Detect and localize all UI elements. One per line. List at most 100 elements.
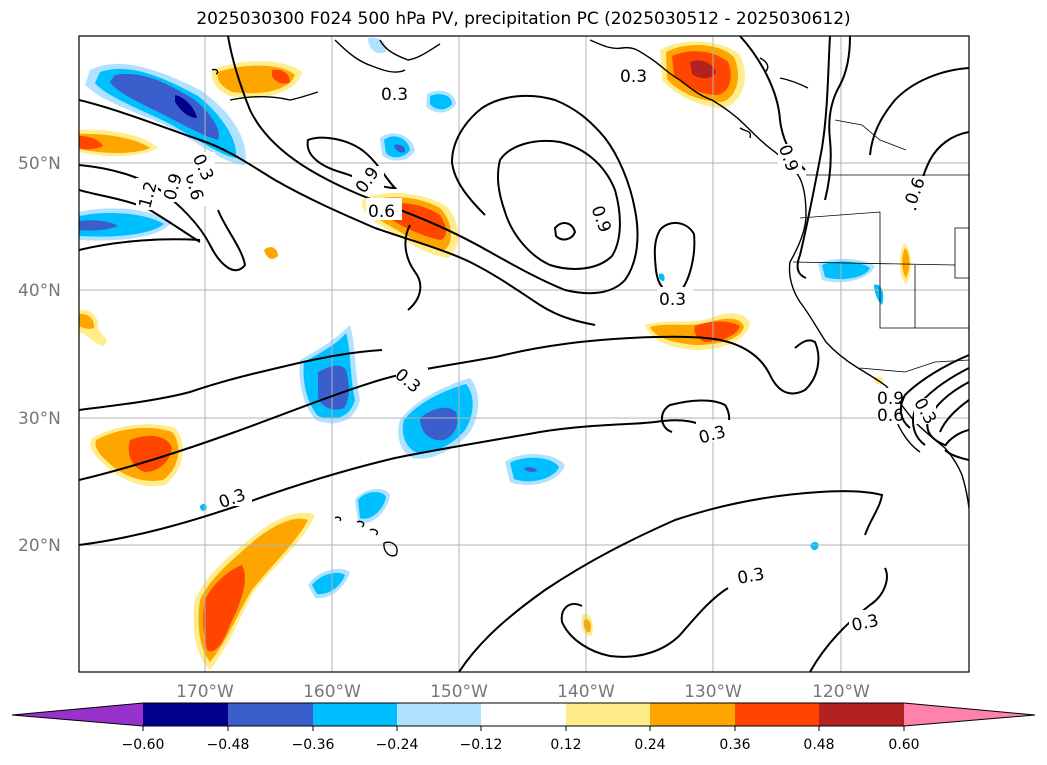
negative-anomaly bbox=[318, 365, 349, 410]
border-states bbox=[834, 119, 907, 151]
pv-contour bbox=[824, 36, 851, 201]
contour-label: 0.6 bbox=[368, 202, 395, 222]
map-frame bbox=[78, 35, 970, 673]
negative-anomaly bbox=[394, 144, 406, 153]
pv-contour bbox=[79, 238, 201, 251]
graticule bbox=[79, 36, 969, 672]
pv-contour bbox=[306, 136, 398, 190]
contour-label: 0.3 bbox=[736, 564, 766, 588]
pv-contour bbox=[404, 224, 422, 311]
positive-anomaly bbox=[272, 69, 290, 84]
colorbar-tick-label: −0.24 bbox=[376, 737, 419, 753]
pv-contour bbox=[227, 36, 639, 295]
contour-label: 0.3 bbox=[620, 67, 647, 87]
negative-anomaly bbox=[658, 273, 665, 281]
colorbar-tick-label: 0.36 bbox=[719, 737, 750, 753]
positive-anomaly bbox=[264, 247, 278, 259]
coastline-alaska bbox=[334, 39, 406, 73]
colorbar-extend-low bbox=[12, 703, 143, 726]
colorbar-segment bbox=[481, 703, 566, 726]
coastline-hawaii bbox=[356, 520, 365, 528]
colorbar-tick-label: 0.60 bbox=[888, 737, 919, 753]
coastline-alaska bbox=[379, 39, 441, 61]
colorbar-tick-label: −0.12 bbox=[460, 737, 503, 753]
pv-contour bbox=[458, 490, 884, 672]
pv-contour bbox=[496, 139, 621, 270]
coastline-alaska bbox=[211, 68, 219, 75]
positive-anomaly bbox=[79, 313, 95, 329]
contour-label: 0.9 bbox=[877, 389, 904, 409]
positive-anomaly bbox=[203, 565, 245, 652]
border-us-mexico bbox=[859, 359, 969, 373]
border-states bbox=[879, 265, 969, 329]
lat-label: 30°N bbox=[18, 409, 61, 429]
pv-contour bbox=[796, 36, 831, 279]
pv-contour bbox=[79, 99, 596, 326]
negative-anomaly bbox=[524, 467, 537, 472]
latitude-labels: 50°N 40°N 30°N 20°N bbox=[18, 154, 61, 556]
political-borders bbox=[792, 119, 969, 373]
border-states bbox=[799, 211, 881, 265]
coastline-hawaii bbox=[369, 528, 379, 536]
coastline-islands bbox=[739, 127, 752, 139]
coastline-islands bbox=[779, 77, 809, 89]
positive-anomaly bbox=[79, 136, 103, 150]
map-title: 2025030300 F024 500 hPa PV, precipitatio… bbox=[196, 9, 851, 29]
contour-label: 0.3 bbox=[659, 290, 686, 310]
pv-contour bbox=[79, 335, 820, 481]
negative-anomaly bbox=[312, 572, 345, 595]
pv-contours bbox=[79, 36, 969, 672]
colorbar: −0.60 −0.48 −0.36 −0.24 −0.12 0.12 0.24 … bbox=[11, 702, 1036, 753]
negative-anomaly bbox=[358, 491, 386, 519]
positive-anomaly bbox=[690, 60, 716, 79]
colorbar-segment bbox=[313, 703, 397, 726]
precip-shading bbox=[79, 37, 912, 670]
negative-anomaly bbox=[810, 541, 819, 551]
pv-contour-labels: 0.3 0.3 0.9 0.6 0.9 0.3 0.3 0.3 0.3 0.3 … bbox=[135, 62, 940, 636]
colorbar-tick-label: 0.24 bbox=[634, 737, 665, 753]
lon-label: 140°W bbox=[557, 682, 615, 702]
colorbar-tick-label: −0.36 bbox=[292, 737, 335, 753]
lat-label: 40°N bbox=[18, 281, 61, 301]
lon-label: 130°W bbox=[684, 682, 742, 702]
border-states bbox=[954, 227, 969, 279]
negative-anomaly bbox=[420, 407, 458, 441]
negative-anomaly bbox=[79, 220, 118, 231]
colorbar-tick-label: 0.48 bbox=[803, 737, 834, 753]
lon-label: 170°W bbox=[176, 682, 234, 702]
lat-label: 20°N bbox=[18, 536, 61, 556]
colorbar-segment bbox=[819, 703, 904, 726]
colorbar-segment bbox=[650, 703, 735, 726]
contour-label: 0.3 bbox=[381, 85, 408, 105]
colorbar-segment bbox=[228, 703, 313, 726]
lon-label: 120°W bbox=[812, 682, 870, 702]
colorbar-tick-label: −0.48 bbox=[207, 737, 250, 753]
pv-contour bbox=[869, 67, 969, 156]
negative-anomaly bbox=[79, 212, 164, 237]
pv-contour bbox=[79, 164, 247, 272]
pv-contour bbox=[79, 349, 383, 411]
positive-anomaly bbox=[694, 321, 740, 342]
negative-anomaly bbox=[175, 95, 197, 118]
pv-contour bbox=[560, 587, 729, 658]
pv-contour bbox=[944, 429, 969, 447]
negative-anomaly bbox=[110, 74, 219, 140]
colorbar-segment bbox=[735, 703, 819, 726]
positive-anomaly bbox=[902, 248, 910, 278]
pv-contour bbox=[939, 399, 969, 433]
lon-label: 160°W bbox=[303, 682, 361, 702]
pv-contour bbox=[944, 449, 969, 461]
colorbar-segment bbox=[397, 703, 481, 726]
pv-contour bbox=[809, 567, 888, 672]
colorbar-tick-label: −0.60 bbox=[122, 737, 165, 753]
longitude-labels: 170°W 160°W 150°W 140°W 130°W 120°W bbox=[176, 682, 870, 702]
lat-label: 50°N bbox=[18, 154, 61, 174]
coastline-hawaii bbox=[383, 541, 398, 557]
pv-contour bbox=[899, 354, 969, 429]
map-plot-area: 0.3 0.3 0.9 0.6 0.9 0.3 0.3 0.3 0.3 0.3 … bbox=[79, 36, 969, 672]
colorbar-segment bbox=[566, 703, 650, 726]
coastline-north-america bbox=[589, 39, 969, 509]
colorbar-extend-high bbox=[904, 703, 1035, 726]
pv-contour bbox=[553, 222, 577, 241]
